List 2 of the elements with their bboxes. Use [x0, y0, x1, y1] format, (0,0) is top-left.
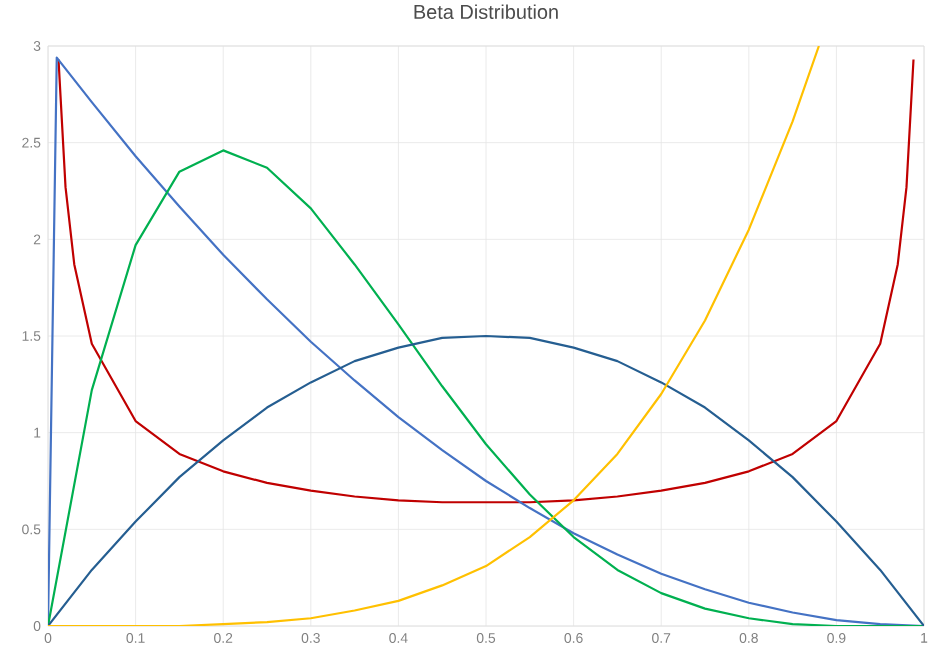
- chart-title: Beta Distribution: [414, 4, 558, 20]
- line-series: [48, 334, 925, 626]
